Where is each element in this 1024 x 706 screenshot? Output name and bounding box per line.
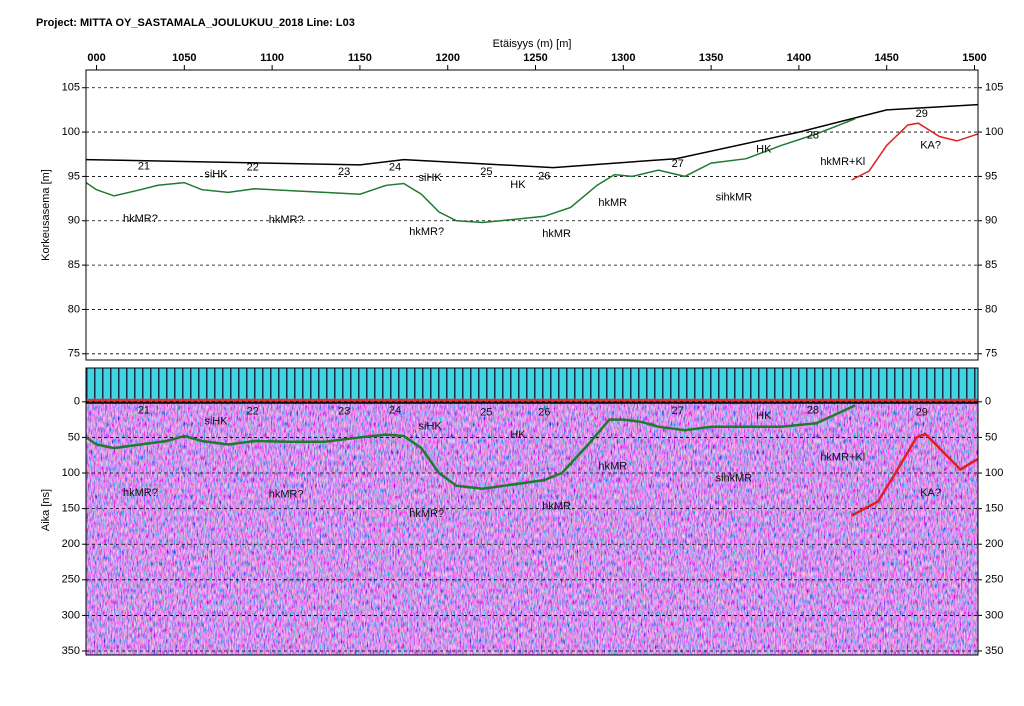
annotation: KA? <box>920 139 941 151</box>
annotation: hkMR? <box>269 214 304 226</box>
annotation: 27 <box>672 405 684 417</box>
annotation: 28 <box>807 404 819 416</box>
y-tick-label: 200 <box>985 538 1003 550</box>
title: Project: MITTA OY_SASTAMALA_JOULUKUU_201… <box>36 17 355 29</box>
profile-line <box>85 404 856 490</box>
y-tick-label: 95 <box>985 170 997 182</box>
annotation: hkMR+Kl <box>820 451 865 463</box>
x-tick-label: 1450 <box>874 52 898 64</box>
annotation: siHK <box>419 172 443 184</box>
annotation: 25 <box>480 166 492 178</box>
x-tick-label: 1500 <box>962 52 986 64</box>
y-tick-label: 300 <box>985 609 1003 621</box>
x-tick-label: 1050 <box>172 52 196 64</box>
annotation: hkMR? <box>269 488 304 500</box>
trace-marker-strip <box>86 368 978 399</box>
annotation: hkMR <box>542 500 571 512</box>
y-tick-label: 90 <box>985 215 997 227</box>
annotation: 23 <box>338 166 350 178</box>
annotation: 22 <box>247 161 259 173</box>
y-tick-label: 150 <box>62 503 80 515</box>
y-tick-label: 350 <box>62 645 80 657</box>
y-tick-label: 0 <box>985 396 991 408</box>
x-tick-label: 000 <box>87 52 105 64</box>
y-tick-label: 95 <box>68 170 80 182</box>
plot-frame <box>85 367 979 656</box>
annotation: siHK <box>204 169 228 181</box>
annotation: 27 <box>672 158 684 170</box>
x-axis-label: Etäisyys (m) [m] <box>493 38 572 50</box>
annotation: 24 <box>389 404 401 416</box>
annotation: 23 <box>338 406 350 418</box>
radargram-image <box>86 368 978 655</box>
annotation: 29 <box>916 108 928 120</box>
y-tick-label: 85 <box>68 259 80 271</box>
annotation: 21 <box>138 404 150 416</box>
annotation: 25 <box>480 406 492 418</box>
y-tick-label: 250 <box>985 574 1003 586</box>
annotation: sihkMR <box>716 473 753 485</box>
annotation: hkMR? <box>123 487 158 499</box>
profile-line <box>851 122 979 181</box>
y-tick-label: 350 <box>985 645 1003 657</box>
annotation: HK <box>756 410 772 422</box>
annotation: siHK <box>419 421 443 433</box>
annotation: hkMR <box>542 228 571 240</box>
y-tick-label: 150 <box>985 503 1003 515</box>
annotation: hkMR? <box>123 213 158 225</box>
y-tick-label: 85 <box>985 259 997 271</box>
y-tick-label: 100 <box>985 126 1003 138</box>
surface-band <box>86 401 978 404</box>
profile-line <box>85 103 979 169</box>
annotation: siHK <box>204 416 228 428</box>
annotation: 22 <box>247 406 259 418</box>
annotation: hkMR? <box>409 226 444 238</box>
annotation: hkMR? <box>409 508 444 520</box>
y-tick-label: 50 <box>68 431 80 443</box>
annotation: KA? <box>920 487 941 499</box>
y-axis-label: Aika [ns] <box>40 489 52 531</box>
annotation: 29 <box>916 406 928 418</box>
annotation: 21 <box>138 161 150 173</box>
x-tick-label: 1150 <box>348 52 372 64</box>
y-tick-label: 105 <box>985 82 1003 94</box>
y-tick-label: 300 <box>62 609 80 621</box>
y-tick-label: 250 <box>62 574 80 586</box>
x-tick-label: 1400 <box>787 52 811 64</box>
x-tick-label: 1100 <box>260 52 284 64</box>
x-tick-label: 1350 <box>699 52 723 64</box>
x-tick-label: 1300 <box>611 52 635 64</box>
annotation: 24 <box>389 161 401 173</box>
annotation: HK <box>756 144 772 156</box>
y-tick-label: 50 <box>985 431 997 443</box>
profile-line <box>85 118 856 224</box>
annotation: hkMR <box>598 197 627 209</box>
y-tick-label: 100 <box>985 467 1003 479</box>
y-tick-label: 105 <box>62 82 80 94</box>
y-tick-label: 75 <box>68 348 80 360</box>
x-tick-label: 1250 <box>523 52 547 64</box>
profile-line <box>851 432 979 517</box>
y-tick-label: 200 <box>62 538 80 550</box>
annotation: 26 <box>538 170 550 182</box>
y-tick-label: 90 <box>68 215 80 227</box>
y-tick-label: 100 <box>62 126 80 138</box>
surface-band <box>86 398 978 402</box>
x-tick-label: 1200 <box>435 52 459 64</box>
annotation: HK <box>510 179 526 191</box>
annotation: hkMR+Kl <box>820 156 865 168</box>
y-tick-label: 75 <box>985 348 997 360</box>
y-axis-label: Korkeusasema [m] <box>40 169 52 261</box>
annotation: 28 <box>807 130 819 142</box>
annotation: 26 <box>538 406 550 418</box>
y-tick-label: 0 <box>74 396 80 408</box>
y-tick-label: 100 <box>62 467 80 479</box>
y-tick-label: 80 <box>68 303 80 315</box>
annotation: sihkMR <box>716 192 753 204</box>
annotation: HK <box>510 429 526 441</box>
y-tick-label: 80 <box>985 303 997 315</box>
annotation: hkMR <box>598 461 627 473</box>
plot-frame <box>85 69 979 361</box>
